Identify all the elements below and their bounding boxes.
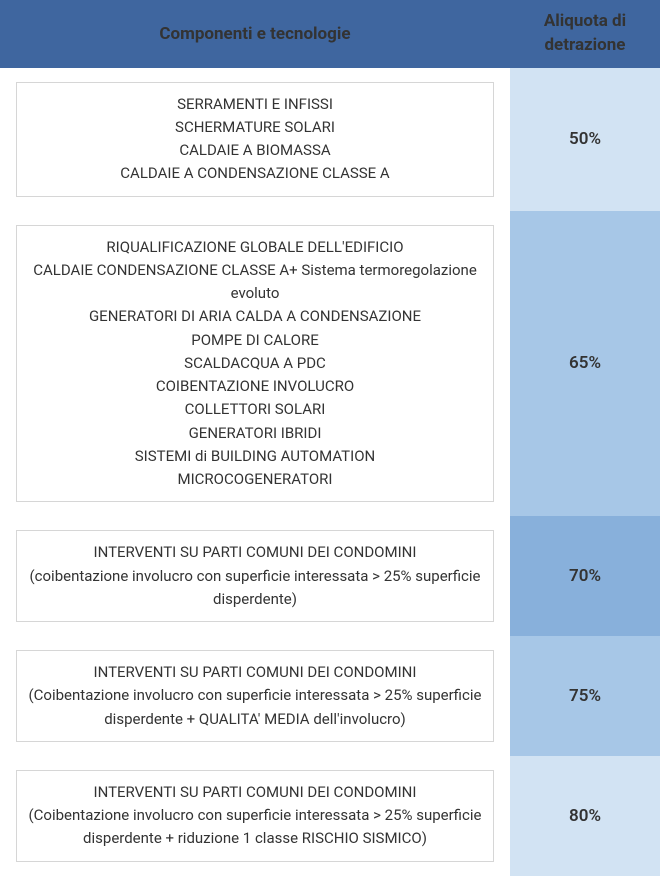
aliquota-cell: 80%	[510, 756, 660, 876]
row-left-cell: RIQUALIFICAZIONE GLOBALE DELL'EDIFICIOCA…	[0, 211, 510, 517]
row-left-cell: INTERVENTI SU PARTI COMUNI DEI CONDOMINI…	[0, 516, 510, 636]
aliquota-cell: 75%	[510, 636, 660, 756]
card-line: COIBENTAZIONE INVOLUCRO	[25, 375, 485, 398]
aliquota-cell: 50%	[510, 68, 660, 211]
card-line: MICROCOGENERATORI	[25, 468, 485, 491]
card-line: CALDAIE A BIOMASSA	[25, 139, 485, 162]
component-card: INTERVENTI SU PARTI COMUNI DEI CONDOMINI…	[16, 530, 494, 622]
card-line: INTERVENTI SU PARTI COMUNI DEI CONDOMINI	[25, 541, 485, 564]
card-line: SISTEMI di BUILDING AUTOMATION	[25, 445, 485, 468]
component-card: INTERVENTI SU PARTI COMUNI DEI CONDOMINI…	[16, 770, 494, 862]
header-componenti: Componenti e tecnologie	[0, 0, 510, 68]
table-row: SERRAMENTI E INFISSISCHERMATURE SOLARICA…	[0, 68, 660, 211]
card-line: (Coibentazione involucro con superficie …	[25, 804, 485, 851]
header-aliquota: Aliquota di detrazione	[510, 0, 660, 68]
card-line: (Coibentazione involucro con superficie …	[25, 684, 485, 731]
aliquota-value: 65%	[569, 353, 601, 373]
table-header-row: Componenti e tecnologie Aliquota di detr…	[0, 0, 660, 68]
card-line: CALDAIE CONDENSAZIONE CLASSE A+ Sistema …	[25, 259, 485, 306]
card-line: RIQUALIFICAZIONE GLOBALE DELL'EDIFICIO	[25, 236, 485, 259]
card-line: GENERATORI IBRIDI	[25, 422, 485, 445]
aliquota-cell: 70%	[510, 516, 660, 636]
card-line: SERRAMENTI E INFISSI	[25, 93, 485, 116]
table-row: INTERVENTI SU PARTI COMUNI DEI CONDOMINI…	[0, 756, 660, 876]
table-row: RIQUALIFICAZIONE GLOBALE DELL'EDIFICIOCA…	[0, 211, 660, 517]
card-line: (coibentazione involucro con superficie …	[25, 565, 485, 612]
aliquota-value: 70%	[569, 566, 601, 586]
aliquota-cell: 65%	[510, 211, 660, 517]
row-left-cell: SERRAMENTI E INFISSISCHERMATURE SOLARICA…	[0, 68, 510, 211]
aliquota-value: 50%	[569, 129, 601, 149]
card-line: SCHERMATURE SOLARI	[25, 116, 485, 139]
table-row: INTERVENTI SU PARTI COMUNI DEI CONDOMINI…	[0, 636, 660, 756]
card-line: GENERATORI DI ARIA CALDA A CONDENSAZIONE	[25, 305, 485, 328]
card-line: SCALDACQUA A PDC	[25, 352, 485, 375]
component-card: SERRAMENTI E INFISSISCHERMATURE SOLARICA…	[16, 82, 494, 197]
component-card: RIQUALIFICAZIONE GLOBALE DELL'EDIFICIOCA…	[16, 225, 494, 503]
card-line: INTERVENTI SU PARTI COMUNI DEI CONDOMINI	[25, 781, 485, 804]
tax-deduction-table: Componenti e tecnologie Aliquota di detr…	[0, 0, 660, 876]
table-body: SERRAMENTI E INFISSISCHERMATURE SOLARICA…	[0, 68, 660, 876]
card-line: COLLETTORI SOLARI	[25, 398, 485, 421]
row-left-cell: INTERVENTI SU PARTI COMUNI DEI CONDOMINI…	[0, 756, 510, 876]
table-row: INTERVENTI SU PARTI COMUNI DEI CONDOMINI…	[0, 516, 660, 636]
row-left-cell: INTERVENTI SU PARTI COMUNI DEI CONDOMINI…	[0, 636, 510, 756]
aliquota-value: 75%	[569, 686, 601, 706]
component-card: INTERVENTI SU PARTI COMUNI DEI CONDOMINI…	[16, 650, 494, 742]
card-line: INTERVENTI SU PARTI COMUNI DEI CONDOMINI	[25, 661, 485, 684]
card-line: CALDAIE A CONDENSAZIONE CLASSE A	[25, 162, 485, 185]
card-line: POMPE DI CALORE	[25, 329, 485, 352]
